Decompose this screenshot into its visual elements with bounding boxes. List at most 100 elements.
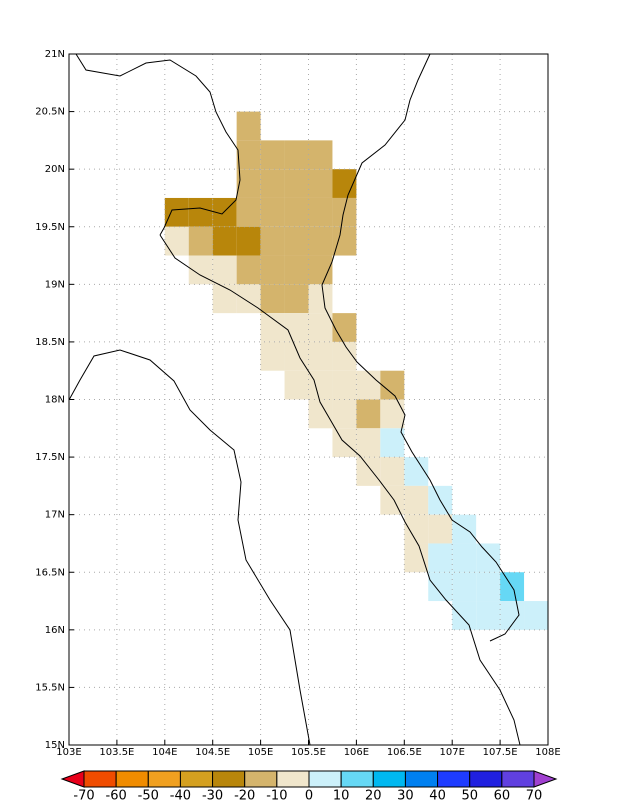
y-tick-label: 19N <box>45 279 65 290</box>
grid-cell <box>260 313 285 342</box>
grid-cell <box>284 370 309 400</box>
grid-cell <box>284 197 309 227</box>
y-tick-label: 19.5N <box>35 222 65 233</box>
grid-cell <box>332 197 357 227</box>
grid-cell <box>404 485 429 515</box>
colorbar-triangle <box>60 770 85 788</box>
colorbar-box <box>437 770 471 788</box>
colorbar-label: 0 <box>305 789 313 801</box>
grid-cell <box>332 341 357 371</box>
grid-cell <box>284 140 309 170</box>
colorbar-label: 30 <box>397 789 414 801</box>
grid-cell <box>212 284 237 314</box>
colorbar-label: -50 <box>138 789 159 801</box>
grid-cell <box>332 169 357 198</box>
grid-cell <box>212 255 237 285</box>
grid-cell <box>212 226 237 256</box>
border <box>75 53 241 236</box>
cell-layer <box>164 111 548 630</box>
grid-cell <box>428 543 453 573</box>
grid-cell <box>332 370 357 400</box>
x-tick-label: 107E <box>439 747 464 758</box>
colorbar-label: 20 <box>365 789 382 801</box>
grid-cell <box>236 197 261 227</box>
grid-cell <box>188 226 213 256</box>
grid-cell <box>260 197 285 227</box>
grid-cell <box>308 140 333 170</box>
y-tick-label: 20N <box>45 164 65 175</box>
grid-cell <box>260 284 285 314</box>
grid-cell <box>308 370 333 400</box>
grid-cell <box>260 255 285 285</box>
x-tick-label: 105E <box>248 747 273 758</box>
colorbar-box <box>244 770 278 788</box>
y-tick-label: 15N <box>45 740 65 751</box>
grid-cell <box>332 226 357 256</box>
grid-cell <box>260 226 285 256</box>
grid-cell <box>284 284 309 314</box>
border <box>68 349 311 746</box>
colorbar-label: -40 <box>170 789 191 801</box>
colorbar-box <box>115 770 149 788</box>
grid-cell <box>332 399 357 429</box>
y-tick-label: 17.5N <box>35 452 65 463</box>
colorbar: -70 -60 -50 -40 -30 -20 -10 0 10 20 30 40 50 60 70 <box>60 770 558 804</box>
grid-cell <box>356 399 381 429</box>
grid-cell <box>308 169 333 198</box>
grid-cell <box>452 514 477 544</box>
colorbar-box <box>404 770 439 788</box>
colorbar-label: -60 <box>106 789 127 801</box>
grid-cell <box>404 457 429 486</box>
x-tick-label: 103E <box>56 747 81 758</box>
grid-cell <box>380 428 405 458</box>
colorbar-box <box>469 770 503 788</box>
grid-cell <box>380 457 405 486</box>
y-tick-label: 21N <box>45 49 65 60</box>
grid-cell <box>188 255 213 285</box>
y-tick-label: 15.5N <box>35 682 65 693</box>
x-tick-label: 104.5E <box>195 747 230 758</box>
grid-cell <box>452 572 477 602</box>
colorbar-box <box>276 770 310 788</box>
colorbar-label: 70 <box>526 789 543 801</box>
grid-cell <box>284 341 309 371</box>
colorbar-box <box>212 770 246 788</box>
grid-cell <box>404 543 429 573</box>
y-tick-label: 16N <box>45 625 65 636</box>
grid-cell <box>356 370 381 400</box>
grid-cell <box>452 601 477 630</box>
grid-cell <box>260 341 285 371</box>
x-tick-label: 104E <box>152 747 177 758</box>
border <box>159 234 521 746</box>
grid-cell <box>452 543 477 573</box>
colorbar-box <box>501 770 535 788</box>
colorbar-box <box>308 770 342 788</box>
colorbar-label: -20 <box>234 789 255 801</box>
grid-cell <box>308 284 333 314</box>
grid-cell <box>236 111 261 141</box>
coastline <box>321 53 520 642</box>
grid-cell <box>500 601 525 630</box>
colorbar-label: 40 <box>429 789 446 801</box>
x-tick-label: 103.5E <box>99 747 134 758</box>
grid-cell <box>260 169 285 198</box>
y-tick-label: 18N <box>45 395 65 406</box>
colorbar-label: 10 <box>333 789 350 801</box>
grid-cell <box>308 341 333 371</box>
grid-cell <box>284 255 309 285</box>
grid-cell <box>236 255 261 285</box>
grid-cell <box>236 226 261 256</box>
colorbar-label: 60 <box>494 789 511 801</box>
colorbar-box <box>372 770 406 788</box>
grid-cell <box>164 226 189 256</box>
geography <box>68 53 521 746</box>
y-tick-label: 20.5N <box>35 107 65 118</box>
grid-cell <box>308 399 333 429</box>
y-tick-label: 18.5N <box>35 337 65 348</box>
grid-cell <box>380 370 405 400</box>
colorbar-box <box>340 770 374 788</box>
grid-cell <box>332 313 357 342</box>
grid-cell <box>284 226 309 256</box>
